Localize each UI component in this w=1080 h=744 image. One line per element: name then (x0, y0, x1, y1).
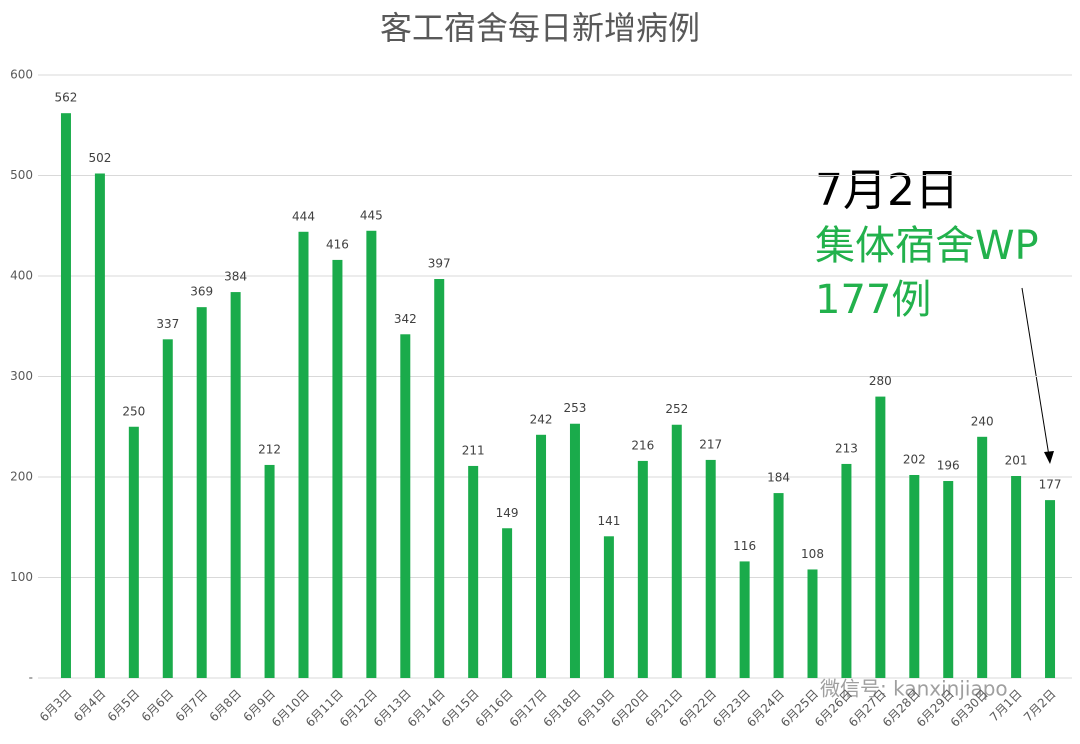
y-tick-label: - (29, 671, 33, 685)
bar (162, 339, 173, 678)
value-label: 384 (224, 270, 247, 284)
x-tick-label: 7月2日 (1021, 687, 1059, 725)
value-label: 280 (869, 374, 892, 388)
annotation: 177例 (815, 277, 931, 323)
bar (468, 465, 479, 678)
y-tick-label: 300 (10, 369, 33, 383)
bar (671, 424, 682, 678)
annotation: 7月2日 (815, 165, 959, 216)
bar (196, 307, 207, 678)
value-label: 184 (767, 471, 790, 485)
value-label: 397 (428, 257, 451, 271)
bar (739, 561, 750, 678)
value-label: 369 (190, 285, 213, 299)
value-label: 342 (394, 312, 417, 326)
bar (569, 423, 580, 678)
y-tick-label: 600 (10, 68, 33, 82)
value-label: 445 (360, 208, 383, 222)
bar (434, 279, 445, 678)
bar (943, 481, 954, 678)
bar (841, 463, 852, 678)
x-tick-label: 6月4日 (71, 687, 109, 725)
bar (1045, 500, 1056, 678)
value-label: 253 (564, 401, 587, 415)
value-label: 562 (55, 91, 78, 105)
x-tick-label: 6月8日 (207, 687, 245, 725)
bar (400, 334, 411, 678)
value-label: 212 (258, 442, 281, 456)
value-label: 252 (665, 402, 688, 416)
bar (298, 231, 309, 678)
y-tick-label: 100 (10, 570, 33, 584)
bar (1011, 475, 1022, 678)
x-tick-label: 6月3日 (37, 687, 75, 725)
bar (773, 493, 784, 678)
bar (807, 569, 818, 678)
bar (536, 434, 547, 678)
y-tick-label: 200 (10, 470, 33, 484)
y-tick-label: 400 (10, 269, 33, 283)
y-tick-label: 500 (10, 168, 33, 182)
bar (230, 292, 241, 678)
value-label: 149 (496, 506, 519, 520)
bar (60, 113, 71, 678)
bar (637, 460, 648, 678)
value-label: 250 (122, 404, 145, 418)
bar (128, 426, 139, 678)
value-label: 141 (597, 514, 620, 528)
bar (603, 536, 614, 678)
chart-title: 客工宿舍每日新增病例 (380, 9, 700, 47)
value-label: 444 (292, 209, 315, 223)
bar (909, 474, 920, 678)
arrow-head (1044, 451, 1054, 464)
value-label: 337 (156, 317, 179, 331)
bar (94, 173, 105, 679)
annotation: 集体宿舍WP (815, 223, 1039, 269)
value-label: 196 (937, 459, 960, 473)
value-label: 242 (530, 412, 553, 426)
bar (332, 259, 343, 678)
bar (705, 459, 716, 678)
value-label: 502 (88, 151, 111, 165)
x-tick-label: 6月5日 (105, 687, 143, 725)
value-label: 240 (971, 414, 994, 428)
value-label: 202 (903, 452, 926, 466)
value-label: 201 (1005, 453, 1028, 467)
value-label: 108 (801, 547, 824, 561)
value-label: 416 (326, 237, 349, 251)
value-label: 216 (631, 438, 654, 452)
watermark: 微信号: kanxinjiapo (820, 677, 1008, 701)
value-label: 217 (699, 437, 722, 451)
arrow-line (1021, 287, 1050, 457)
bar (502, 528, 513, 678)
value-label: 211 (462, 443, 485, 457)
value-label: 177 (1039, 478, 1062, 492)
bar (366, 230, 377, 678)
x-tick-label: 6月7日 (173, 687, 211, 725)
bar (977, 436, 988, 678)
x-tick-label: 6月6日 (139, 687, 177, 725)
bar (875, 396, 886, 678)
bar (264, 464, 275, 678)
value-label: 213 (835, 441, 858, 455)
value-label: 116 (733, 539, 756, 553)
